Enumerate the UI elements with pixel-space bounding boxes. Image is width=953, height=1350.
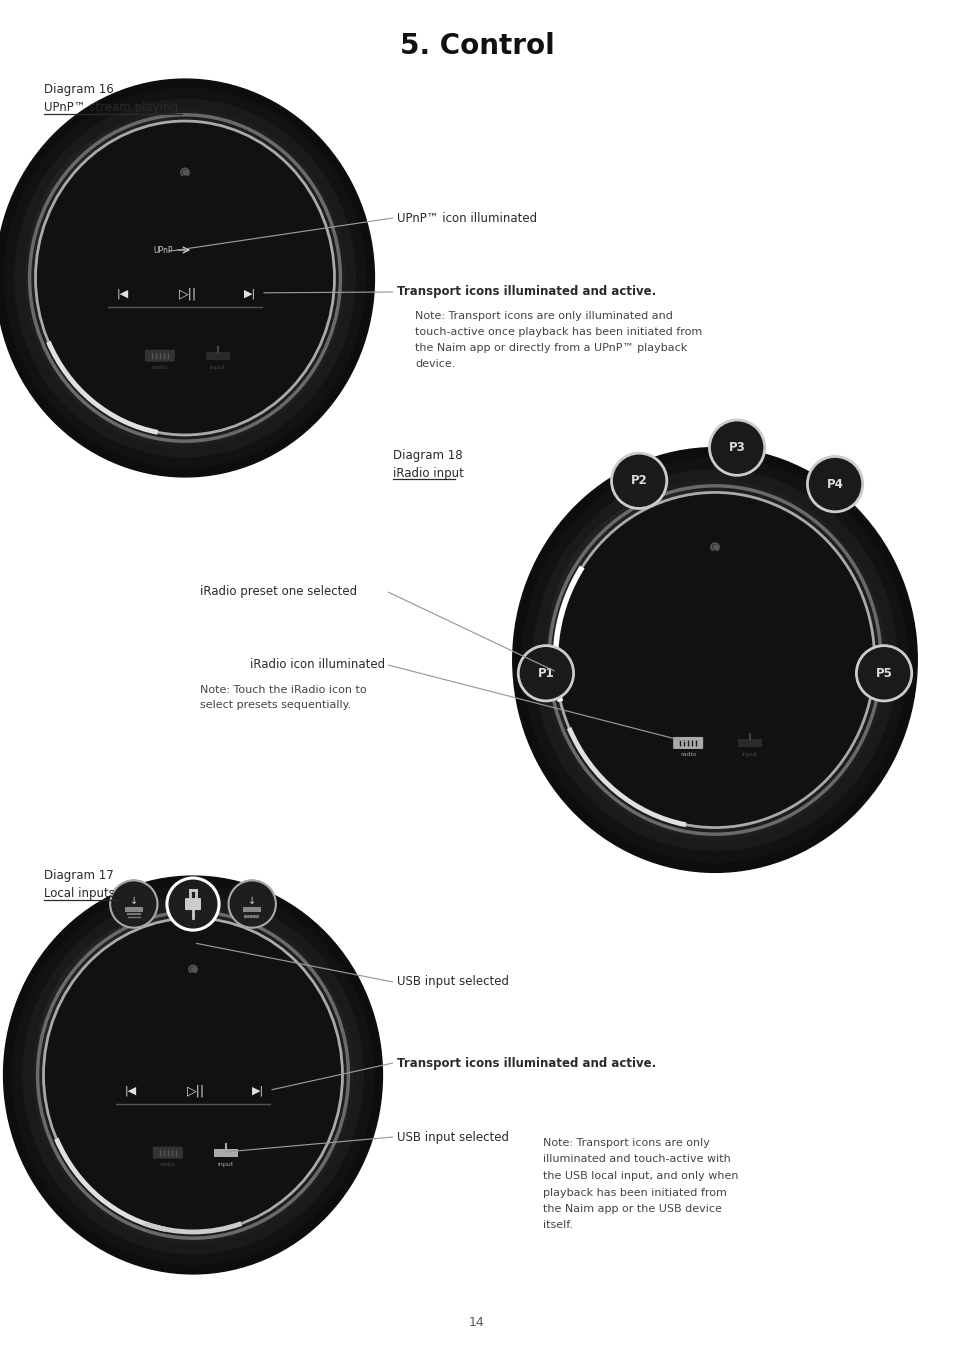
FancyBboxPatch shape — [737, 738, 760, 747]
Text: the Naim app or directly from a UPnP™ playback: the Naim app or directly from a UPnP™ pl… — [415, 343, 686, 352]
Circle shape — [856, 645, 911, 701]
Text: P3: P3 — [728, 441, 744, 454]
Ellipse shape — [15, 100, 355, 456]
Text: ↓: ↓ — [248, 896, 256, 906]
Text: device.: device. — [415, 359, 455, 369]
Text: P2: P2 — [630, 474, 647, 487]
Text: UPnP: UPnP — [153, 246, 173, 255]
Ellipse shape — [35, 122, 335, 435]
Ellipse shape — [37, 917, 304, 1196]
Text: radio: radio — [152, 366, 168, 370]
Ellipse shape — [521, 458, 907, 863]
Text: radio: radio — [679, 752, 696, 757]
Circle shape — [709, 420, 764, 475]
Text: Diagram 16: Diagram 16 — [44, 84, 113, 96]
Text: itself.: itself. — [542, 1220, 573, 1230]
Circle shape — [611, 454, 666, 509]
Text: P5: P5 — [875, 667, 892, 680]
Ellipse shape — [12, 886, 374, 1265]
Ellipse shape — [33, 907, 353, 1243]
Ellipse shape — [25, 111, 344, 446]
Circle shape — [517, 645, 573, 701]
Ellipse shape — [549, 491, 833, 790]
Text: UPnP™ stream playing: UPnP™ stream playing — [44, 101, 178, 115]
FancyBboxPatch shape — [673, 737, 702, 749]
Text: Note: Transport icons are only illuminated and: Note: Transport icons are only illuminat… — [415, 310, 672, 321]
FancyBboxPatch shape — [185, 898, 201, 910]
FancyBboxPatch shape — [145, 350, 174, 362]
Text: 5. Control: 5. Control — [399, 32, 554, 59]
FancyBboxPatch shape — [243, 907, 261, 913]
Text: ▶|: ▶| — [252, 1085, 264, 1096]
Text: ▷||: ▷|| — [187, 1084, 205, 1098]
Ellipse shape — [512, 448, 916, 872]
FancyBboxPatch shape — [125, 907, 143, 913]
Text: iRadio input: iRadio input — [393, 467, 463, 479]
Ellipse shape — [544, 481, 884, 840]
Ellipse shape — [5, 88, 365, 467]
Text: Diagram 17: Diagram 17 — [44, 869, 113, 883]
Text: touch-active once playback has been initiated from: touch-active once playback has been init… — [415, 327, 701, 338]
Ellipse shape — [44, 918, 342, 1233]
Text: Transport icons illuminated and active.: Transport icons illuminated and active. — [396, 285, 656, 298]
FancyBboxPatch shape — [152, 1146, 183, 1158]
Circle shape — [167, 878, 219, 930]
Text: Note: Transport icons are only: Note: Transport icons are only — [542, 1138, 709, 1148]
Text: iRadio icon illuminated: iRadio icon illuminated — [250, 659, 385, 671]
Ellipse shape — [533, 470, 896, 850]
FancyBboxPatch shape — [205, 352, 230, 359]
Text: |◀: |◀ — [116, 289, 129, 298]
Text: radio: radio — [159, 1162, 175, 1168]
Text: 14: 14 — [469, 1315, 484, 1328]
Text: UPnP™ icon illuminated: UPnP™ icon illuminated — [396, 212, 537, 224]
Ellipse shape — [0, 80, 374, 477]
Text: |◀: |◀ — [125, 1085, 137, 1096]
Text: ↓: ↓ — [130, 896, 138, 906]
Ellipse shape — [555, 493, 874, 828]
Text: iRadio preset one selected: iRadio preset one selected — [200, 586, 356, 598]
Text: input: input — [740, 752, 757, 757]
FancyBboxPatch shape — [213, 1149, 237, 1157]
Text: the USB local input, and only when: the USB local input, and only when — [542, 1170, 738, 1181]
Circle shape — [806, 456, 862, 512]
Text: illuminated and touch-active with: illuminated and touch-active with — [542, 1154, 730, 1165]
Ellipse shape — [23, 896, 363, 1254]
Text: USB input selected: USB input selected — [396, 1130, 509, 1143]
Ellipse shape — [30, 120, 295, 400]
Text: input: input — [210, 366, 226, 370]
Ellipse shape — [4, 876, 382, 1274]
Text: P4: P4 — [826, 478, 842, 490]
Circle shape — [110, 880, 157, 927]
Text: input: input — [217, 1162, 233, 1168]
Circle shape — [229, 880, 275, 927]
Text: select presets sequentially.: select presets sequentially. — [200, 701, 351, 710]
Text: the Naim app or the USB device: the Naim app or the USB device — [542, 1204, 721, 1214]
Text: Transport icons illuminated and active.: Transport icons illuminated and active. — [396, 1057, 656, 1069]
Text: Diagram 18: Diagram 18 — [393, 448, 462, 462]
Text: Note: Touch the iRadio icon to: Note: Touch the iRadio icon to — [200, 684, 366, 695]
Text: Local inputs: Local inputs — [44, 887, 114, 900]
Text: USB input selected: USB input selected — [396, 976, 509, 988]
Text: playback has been initiated from: playback has been initiated from — [542, 1188, 726, 1197]
Text: ▷||: ▷|| — [179, 288, 197, 300]
Text: ▶|: ▶| — [244, 289, 256, 298]
Text: P1: P1 — [537, 667, 554, 680]
